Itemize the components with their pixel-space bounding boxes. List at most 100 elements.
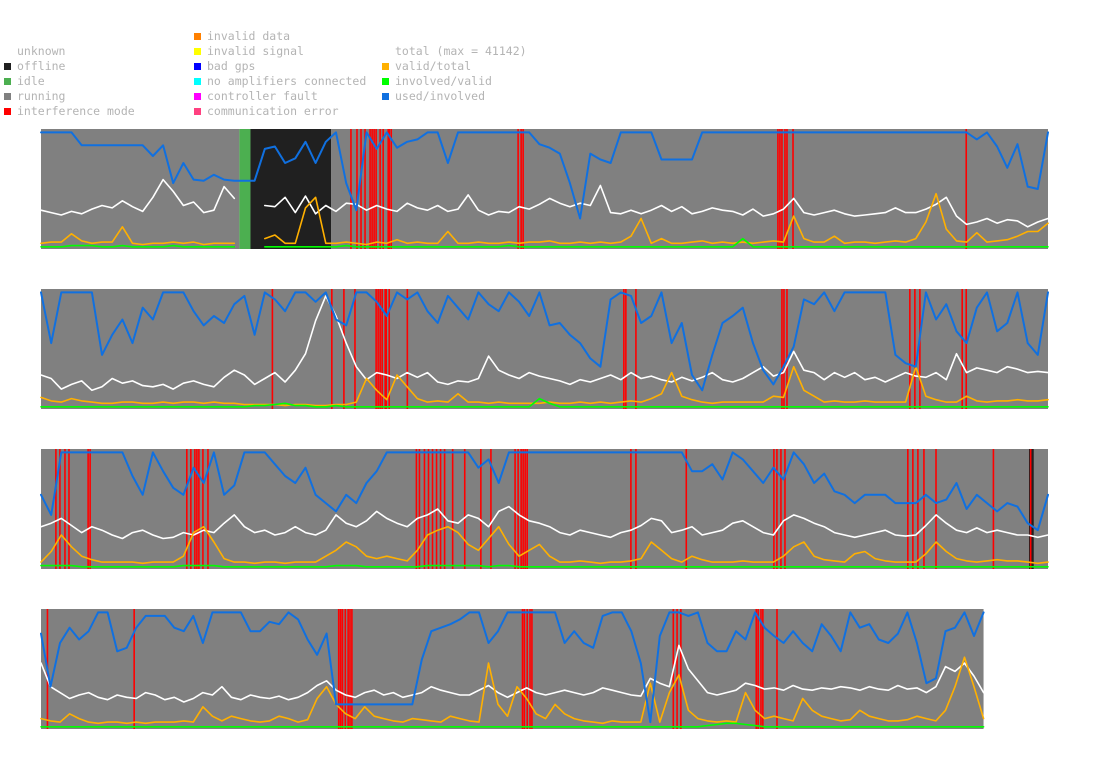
interference-mark — [271, 289, 274, 409]
interference-mark — [961, 289, 963, 409]
interference-mark — [347, 609, 349, 729]
interference-mark — [521, 609, 524, 729]
legend-swatch — [194, 108, 201, 115]
status-segment-running — [41, 449, 1029, 569]
interference-mark — [133, 609, 135, 729]
interference-mark — [919, 289, 921, 409]
legend-label: invalid signal — [207, 44, 304, 58]
interference-mark — [630, 449, 632, 569]
legend-swatch — [4, 108, 11, 115]
interference-mark — [914, 289, 916, 409]
legend-label: used/involved — [395, 89, 486, 103]
interference-mark — [907, 449, 909, 569]
chart-row-1 — [40, 129, 1049, 249]
interference-mark — [965, 289, 968, 409]
legend-swatch — [4, 48, 11, 55]
interference-mark — [625, 289, 627, 409]
interference-mark — [87, 449, 89, 569]
interference-mark — [89, 449, 91, 569]
interference-mark — [779, 129, 781, 249]
interference-mark — [923, 449, 925, 569]
interference-mark — [480, 449, 482, 569]
interference-mark — [935, 449, 937, 569]
interference-mark — [635, 289, 637, 409]
interference-mark — [344, 609, 347, 729]
interference-mark — [341, 609, 344, 729]
interference-mark — [343, 289, 345, 409]
legend-swatch — [194, 63, 201, 70]
series-line-used-involved — [40, 451, 1049, 532]
interference-mark — [64, 449, 66, 569]
status-segment-running — [1033, 449, 1048, 569]
interference-mark — [623, 289, 625, 409]
interference-mark — [463, 449, 466, 569]
interference-mark — [526, 449, 528, 569]
series-line-involved-valid — [40, 564, 1049, 568]
interference-mark — [783, 289, 785, 409]
legend-swatch — [194, 78, 201, 85]
legend-swatch — [382, 78, 389, 85]
interference-mark — [784, 129, 786, 249]
interference-mark — [773, 449, 775, 569]
interference-mark — [517, 129, 519, 249]
interference-mark — [520, 449, 522, 569]
interference-mark — [427, 449, 430, 569]
interference-mark — [356, 129, 358, 249]
legend-label: unknown — [17, 44, 66, 58]
interference-mark — [331, 289, 333, 409]
legend-label: interference mode — [17, 104, 135, 118]
legend-swatch — [4, 63, 11, 70]
interference-mark — [364, 129, 366, 249]
interference-mark — [781, 289, 783, 409]
interference-mark — [55, 449, 57, 569]
interference-mark — [196, 449, 198, 569]
interference-mark — [909, 289, 911, 409]
interference-mark — [406, 289, 409, 409]
interference-mark — [202, 449, 204, 569]
legend-swatch — [194, 93, 201, 100]
interference-mark — [522, 129, 524, 249]
series-line-involved-valid — [40, 237, 1049, 248]
legend-swatch — [194, 33, 201, 40]
legend-label: involved/valid — [395, 74, 492, 88]
interference-mark — [780, 449, 782, 569]
interference-mark — [531, 609, 533, 729]
interference-mark — [1029, 449, 1032, 569]
legend-label: controller fault — [207, 89, 318, 103]
interference-mark — [379, 129, 381, 249]
series-line-valid-total — [40, 656, 985, 725]
chart-row-4 — [40, 609, 985, 729]
interference-mark — [381, 289, 383, 409]
chart-row-3 — [40, 449, 1049, 569]
interference-mark — [520, 129, 522, 249]
interference-mark — [523, 609, 526, 729]
series-line-valid-total — [40, 365, 1049, 407]
interference-mark — [68, 449, 70, 569]
series-line-used-involved — [40, 291, 1049, 392]
interference-mark — [384, 289, 386, 409]
interference-mark — [385, 289, 387, 409]
interference-mark — [375, 129, 377, 249]
interference-mark — [762, 609, 764, 729]
legend-label: communication error — [207, 104, 339, 118]
chart-row-2 — [40, 289, 1049, 409]
legend-swatch — [382, 63, 389, 70]
legend-swatch — [4, 78, 11, 85]
interference-mark — [354, 289, 356, 409]
interference-mark — [526, 609, 529, 729]
legend-label: invalid data — [207, 29, 291, 43]
interference-mark — [917, 449, 919, 569]
status-segment-idle — [239, 129, 251, 249]
interference-mark — [337, 609, 340, 729]
interference-mark — [186, 449, 188, 569]
interference-mark — [760, 609, 762, 729]
series-line-valid-total — [40, 525, 1049, 565]
series-line-valid-total — [40, 192, 1049, 246]
interference-mark — [379, 289, 381, 409]
interference-mark — [786, 129, 788, 249]
legend-label: valid/total — [395, 59, 472, 73]
interference-mark — [418, 449, 421, 569]
series-line-involved-valid — [40, 397, 1049, 408]
interference-mark — [377, 289, 379, 409]
